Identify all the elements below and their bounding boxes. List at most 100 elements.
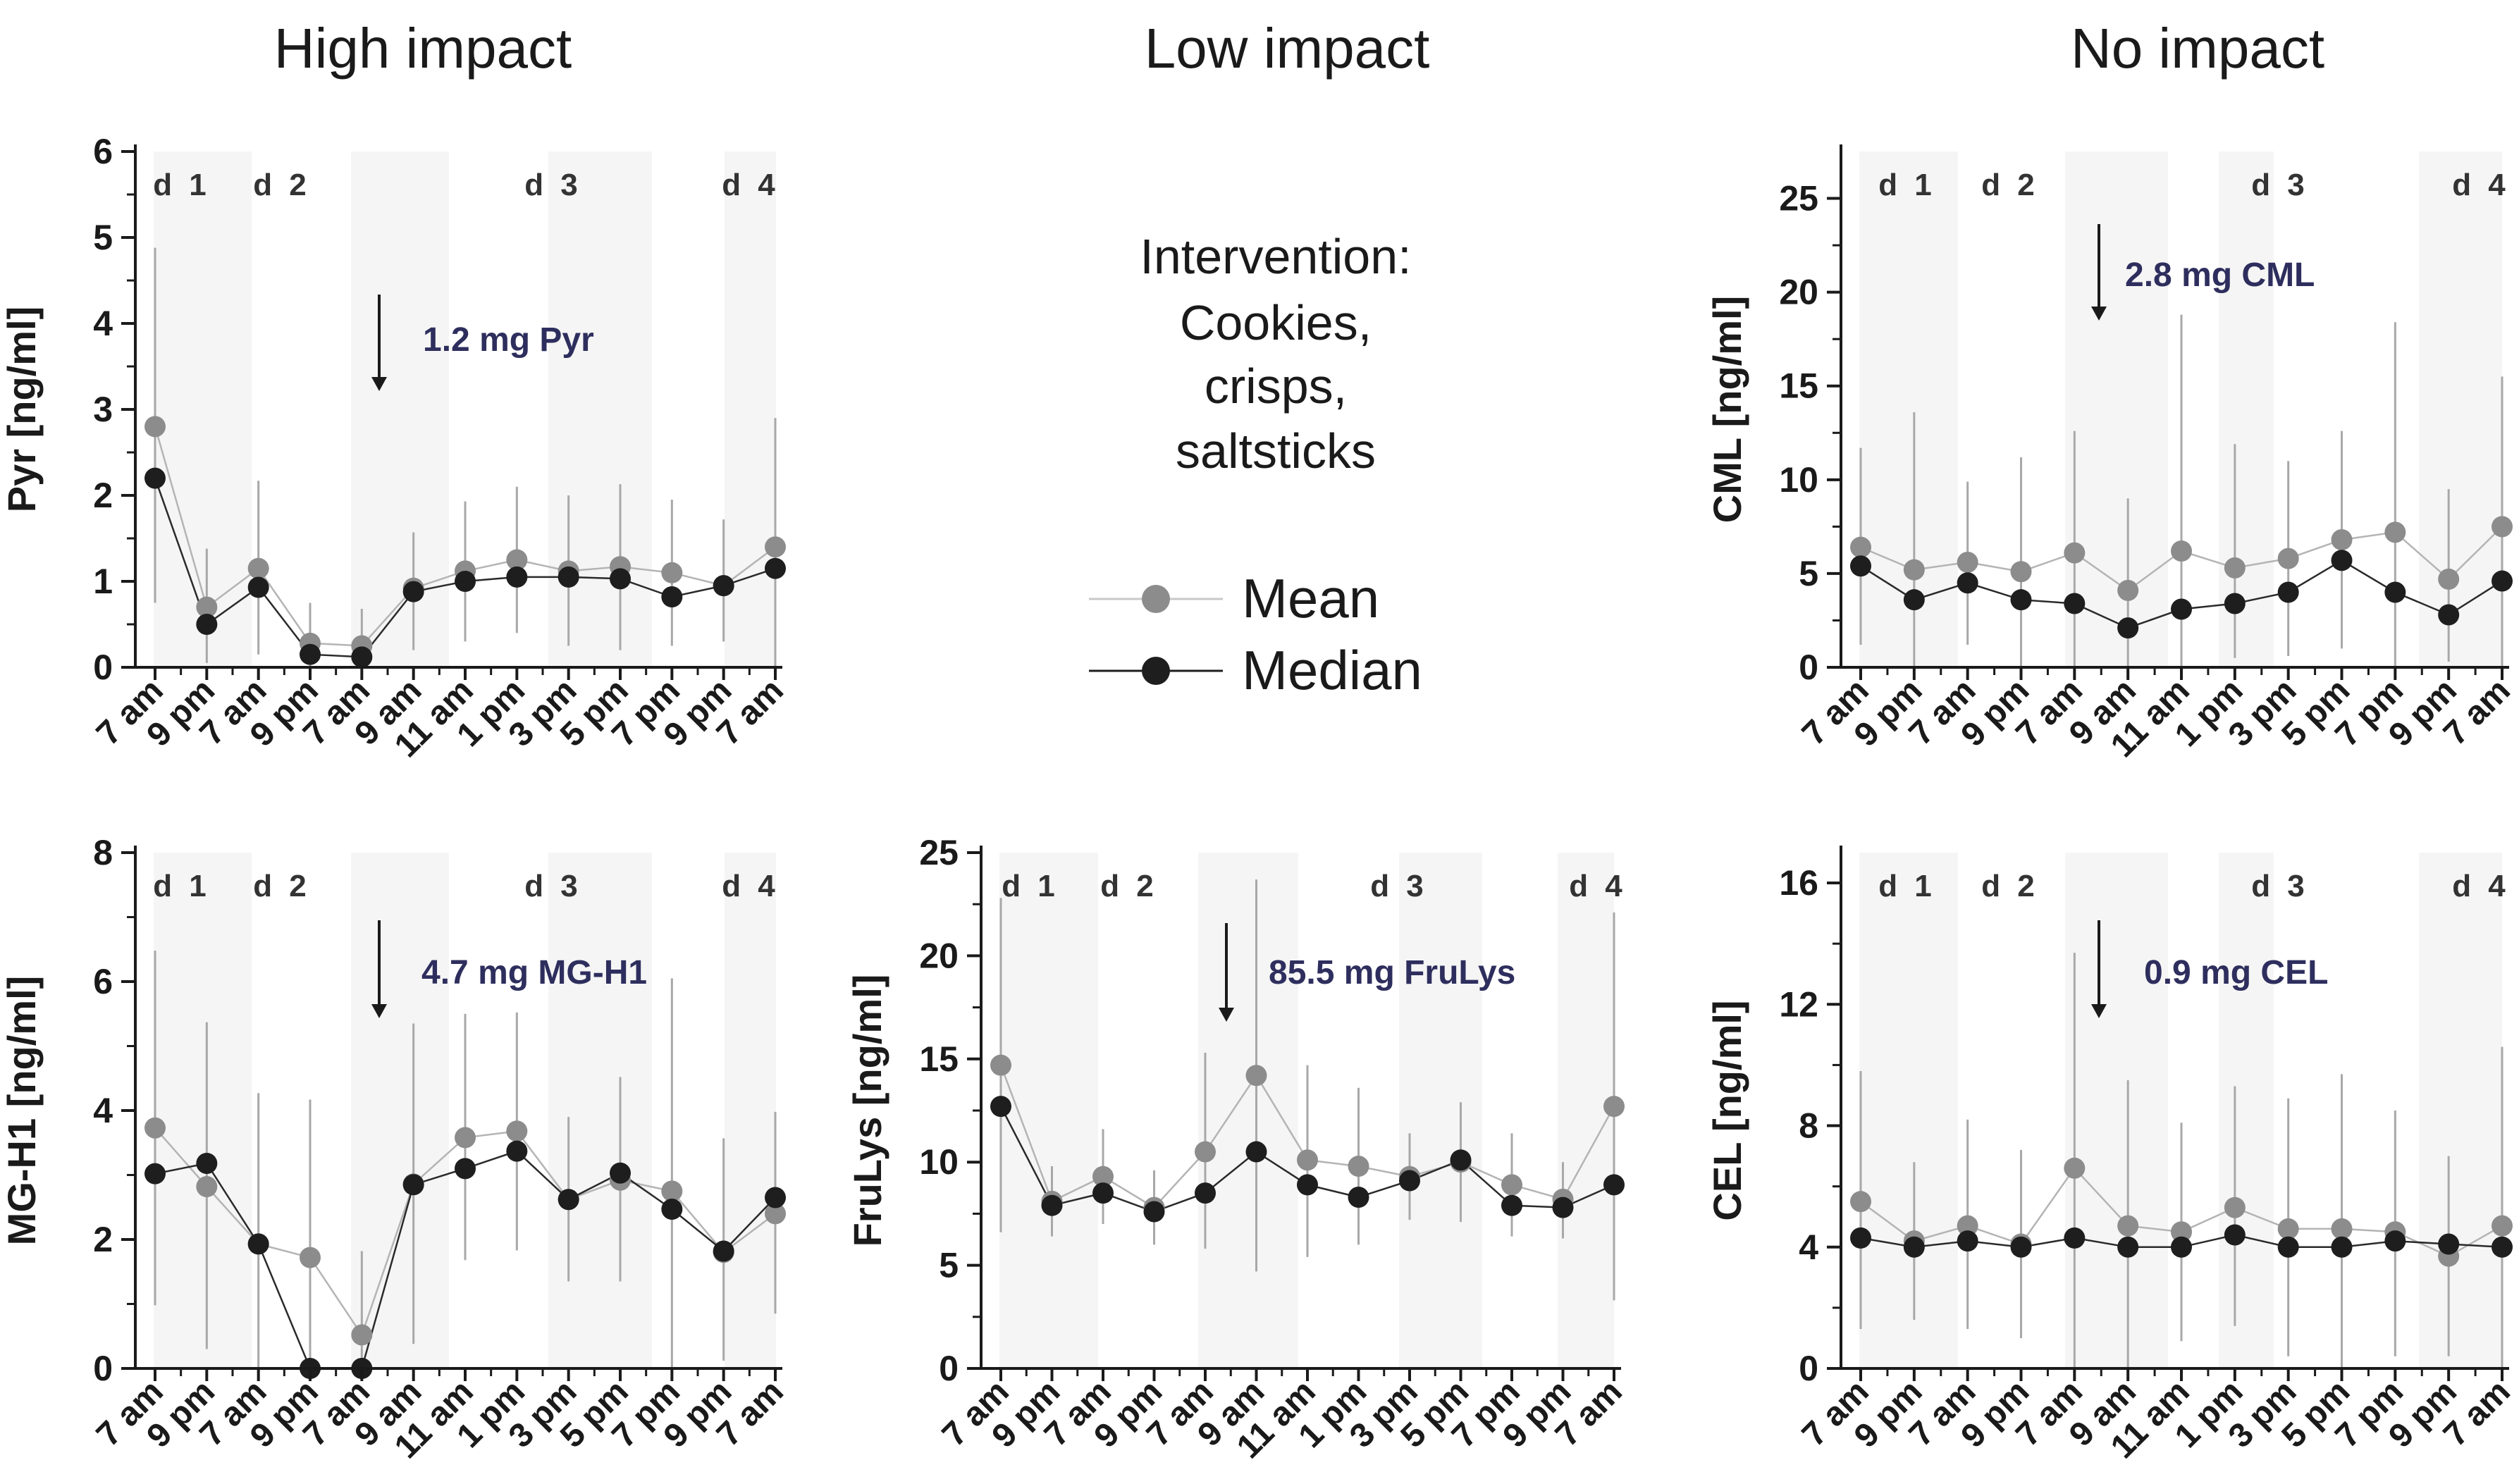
dose-label: 85.5 mg FruLys	[1269, 954, 1515, 991]
median-point	[661, 586, 683, 607]
dose-label: 2.8 mg CML	[2125, 256, 2315, 294]
median-point	[247, 1233, 269, 1255]
background-band	[2274, 853, 2419, 1368]
day-label: d 2	[1981, 168, 2039, 202]
background-band	[351, 152, 449, 667]
dose-label: 4.7 mg MG-H1	[421, 954, 647, 991]
dose-label: 1.2 mg Pyr	[423, 321, 594, 359]
mean-point	[1850, 1191, 1871, 1213]
mean-point	[506, 549, 528, 571]
day-label: d 3	[524, 168, 582, 202]
y-tick-label: 2	[93, 476, 113, 515]
mean-point	[2224, 557, 2246, 579]
median-point	[196, 614, 218, 635]
median-point	[1143, 1201, 1165, 1223]
median-point	[713, 1240, 734, 1262]
day-label: d 1	[1878, 869, 1936, 903]
mean-point	[1957, 1215, 1978, 1237]
median-point	[455, 571, 476, 592]
background-band	[1859, 853, 1958, 1368]
mean-point	[247, 557, 269, 579]
median-point	[402, 581, 424, 602]
mean-point	[196, 596, 218, 618]
median-point	[351, 646, 373, 668]
day-label: d 1	[153, 869, 211, 903]
day-label: d 3	[524, 869, 582, 903]
median-point	[2438, 1233, 2460, 1255]
background-band	[154, 853, 252, 1368]
mean-point	[661, 562, 683, 583]
background-band	[548, 853, 652, 1368]
median-point	[2492, 1236, 2513, 1258]
background-band	[154, 152, 252, 667]
y-tick-label: 6	[93, 132, 113, 171]
median-point	[1501, 1194, 1522, 1216]
mean-point	[2224, 1197, 2246, 1218]
median-point	[2384, 581, 2406, 603]
y-tick-label: 15	[919, 1039, 959, 1079]
median-point	[2117, 617, 2139, 639]
median-point	[300, 643, 321, 665]
background-band	[2168, 853, 2219, 1368]
mean-point	[765, 536, 786, 558]
median-point	[2438, 604, 2460, 626]
y-tick-label: 4	[93, 304, 113, 343]
mean-point	[455, 1127, 476, 1149]
mean-point	[661, 1180, 683, 1202]
mean-point	[2064, 1157, 2086, 1179]
background-band	[351, 853, 449, 1368]
y-tick-label: 1	[93, 562, 113, 601]
y-tick-label: 0	[1799, 1349, 1818, 1388]
mean-point	[2438, 568, 2460, 590]
mean-point	[1297, 1149, 1318, 1171]
background-band	[1198, 853, 1298, 1368]
median-point	[1245, 1141, 1267, 1163]
mean-point	[2117, 1215, 2139, 1237]
y-tick-label: 8	[1799, 1106, 1818, 1146]
title-no-impact: No impact	[2071, 17, 2324, 80]
mean-point	[2010, 561, 2032, 583]
y-tick-label: 6	[93, 962, 113, 1001]
mean-point	[300, 1247, 321, 1268]
background-band	[2219, 853, 2274, 1368]
mean-point	[990, 1054, 1011, 1076]
median-point	[1903, 589, 1925, 611]
median-point	[1297, 1174, 1318, 1196]
mean-point	[1957, 551, 1978, 573]
legend-mean-marker	[1142, 585, 1170, 613]
legend-mean-label: Mean	[1242, 567, 1379, 629]
y-tick-label: 2	[93, 1220, 113, 1259]
day-label: d 1	[1878, 168, 1936, 202]
median-point	[2117, 1236, 2139, 1258]
y-tick-label: 0	[93, 648, 113, 687]
mean-point	[1903, 559, 1925, 581]
mean-point	[1245, 1065, 1267, 1087]
mean-point	[196, 1175, 218, 1197]
median-point	[2171, 598, 2192, 620]
mean-point	[506, 1120, 528, 1142]
y-tick-label: 5	[939, 1246, 959, 1285]
median-point	[2224, 593, 2246, 614]
background-band	[725, 853, 776, 1368]
median-point	[2277, 1236, 2299, 1258]
median-point	[558, 566, 579, 588]
y-tick-label: 8	[93, 833, 113, 872]
background-band	[548, 152, 652, 667]
y-tick-label: 4	[93, 1091, 113, 1130]
background-band	[2219, 152, 2274, 667]
legend-intervention-line-1: Intervention:	[1140, 229, 1411, 284]
y-axis-label: Pyr [ng/ml]	[0, 307, 44, 512]
median-point	[1850, 1227, 1871, 1249]
median-point	[196, 1153, 218, 1175]
y-tick-label: 10	[1779, 460, 1818, 500]
background-band	[2419, 152, 2502, 667]
day-label: d 4	[722, 869, 780, 903]
background-band	[2419, 853, 2502, 1368]
title-high-impact: High impact	[274, 17, 572, 80]
median-point	[1903, 1236, 1925, 1258]
median-point	[765, 1187, 786, 1208]
